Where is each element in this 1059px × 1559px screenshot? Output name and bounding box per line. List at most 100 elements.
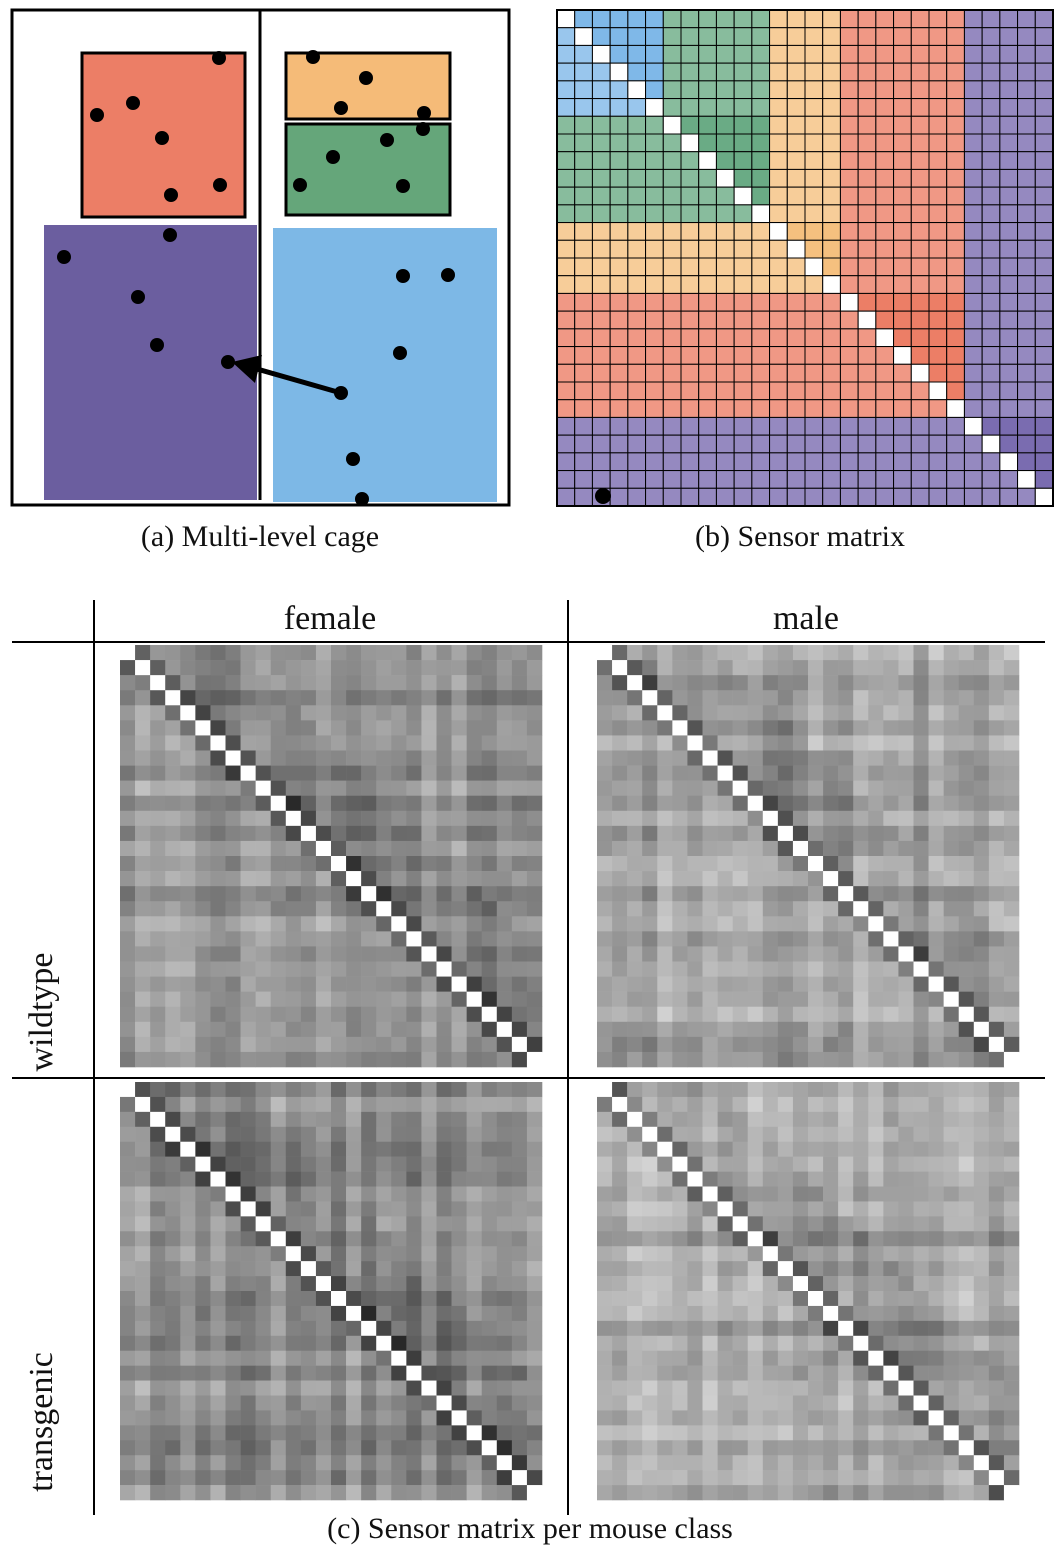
heatmap-cell xyxy=(466,765,483,781)
heatmap-cell xyxy=(120,1380,136,1396)
heatmap-cell xyxy=(210,1156,226,1172)
sensor-matrix-cell xyxy=(981,292,1001,312)
heatmap-cell xyxy=(612,795,628,812)
heatmap-cell xyxy=(165,1305,181,1322)
sensor-matrix-cell xyxy=(963,434,983,454)
sensor-matrix-cell xyxy=(875,416,895,436)
heatmap-cell xyxy=(496,961,513,977)
sensor-matrix-cell xyxy=(698,275,717,294)
heatmap-cell xyxy=(120,675,136,691)
heatmap-cell xyxy=(150,1036,166,1053)
heatmap-cell xyxy=(642,1455,658,1471)
heatmap-cell xyxy=(255,1455,272,1471)
heatmap-cell xyxy=(406,1440,422,1456)
heatmap-cell xyxy=(195,705,211,721)
sensor-matrix-cell xyxy=(928,9,948,29)
heatmap-cell xyxy=(315,1410,332,1426)
sensor-matrix-cell xyxy=(857,487,877,507)
heatmap-cell xyxy=(150,720,166,736)
heatmap-cell xyxy=(120,1006,136,1023)
sensor-matrix-cell xyxy=(574,44,593,64)
heatmap-cell xyxy=(331,1305,347,1322)
heatmap-cell xyxy=(762,675,779,691)
sensor-matrix-cell xyxy=(751,310,771,330)
heatmap-cell xyxy=(943,871,960,887)
heatmap-cell xyxy=(120,1440,136,1456)
heatmap-cell xyxy=(762,961,779,977)
heatmap-cell xyxy=(747,1291,764,1307)
sensor-matrix-cell xyxy=(769,62,788,82)
heatmap-cell xyxy=(376,795,392,812)
heatmap-cell xyxy=(481,675,498,691)
heatmap-cell xyxy=(391,1021,407,1038)
heatmap-cell xyxy=(270,1425,287,1441)
heatmap-cell xyxy=(436,690,452,706)
heatmap-cell xyxy=(331,1291,347,1307)
mouse-dot xyxy=(126,96,140,110)
sensor-matrix-cell xyxy=(574,275,593,294)
sensor-matrix-cell xyxy=(556,310,576,330)
heatmap-cell xyxy=(120,916,136,932)
heatmap-cell xyxy=(391,795,407,812)
heatmap-cell xyxy=(406,780,422,797)
heatmap-cell xyxy=(466,901,483,917)
heatmap-cell xyxy=(702,1410,718,1426)
heatmap-cell xyxy=(597,946,613,962)
heatmap-cell xyxy=(195,825,211,842)
heatmap-cell xyxy=(406,795,422,812)
heatmap-cell xyxy=(853,1082,869,1098)
heatmap-cell xyxy=(747,1141,764,1157)
heatmap-cell xyxy=(195,645,211,661)
sensor-matrix-cell xyxy=(751,470,771,489)
sensor-matrix-cell xyxy=(645,310,664,330)
heatmap-cell xyxy=(361,750,377,766)
heatmap-cell xyxy=(672,675,688,691)
heatmap-cell xyxy=(270,1082,287,1098)
sensor-matrix-cell xyxy=(715,80,735,100)
heatmap-cell xyxy=(421,1171,437,1187)
heatmap-cell xyxy=(346,1335,362,1352)
heatmap-cell xyxy=(406,660,422,676)
sensor-matrix-cell xyxy=(857,434,877,454)
heatmap-cell xyxy=(511,1425,528,1441)
heatmap-cell xyxy=(331,705,347,721)
heatmap-cell xyxy=(240,735,256,751)
heatmap-cell xyxy=(913,645,929,661)
heatmap-cell xyxy=(376,1021,392,1038)
heatmap-cell xyxy=(853,916,869,932)
heatmap-cell xyxy=(451,1082,467,1098)
heatmap-cell xyxy=(481,690,498,706)
heatmap-cell xyxy=(240,810,256,827)
sensor-matrix-cell xyxy=(839,44,859,64)
heatmap-cell xyxy=(436,1156,452,1172)
sensor-matrix-cell xyxy=(715,239,735,259)
heatmap-cell xyxy=(597,675,613,691)
sensor-matrix-cell xyxy=(1017,416,1036,436)
sensor-matrix-cell xyxy=(875,44,895,64)
heatmap-cell xyxy=(195,886,211,902)
sensor-matrix-cell xyxy=(680,399,700,418)
heatmap-cell xyxy=(150,780,166,797)
heatmap-cell xyxy=(868,886,884,902)
heatmap-cell xyxy=(898,795,914,812)
heatmap-cell xyxy=(988,1171,1005,1187)
heatmap-cell xyxy=(838,840,854,857)
sensor-matrix-cell xyxy=(662,80,682,100)
heatmap-cell xyxy=(255,1410,272,1426)
heatmap-cell xyxy=(195,1021,211,1038)
sensor-matrix-cell xyxy=(804,204,824,224)
heatmap-cell xyxy=(195,675,211,691)
heatmap-cell xyxy=(943,1201,960,1217)
heatmap-cell xyxy=(361,1111,377,1128)
heatmap-cell xyxy=(732,1485,749,1501)
heatmap-cell xyxy=(702,735,718,751)
heatmap-cell xyxy=(702,1395,718,1411)
heatmap-cell xyxy=(300,1320,317,1337)
heatmap-cell xyxy=(421,1231,437,1247)
heatmap-cell xyxy=(687,840,703,857)
heatmap-cell xyxy=(808,961,824,977)
heatmap-cell xyxy=(421,1096,437,1113)
heatmap-cell xyxy=(792,825,809,842)
heatmap-cell xyxy=(642,1171,658,1187)
heatmap-cell xyxy=(747,976,764,992)
